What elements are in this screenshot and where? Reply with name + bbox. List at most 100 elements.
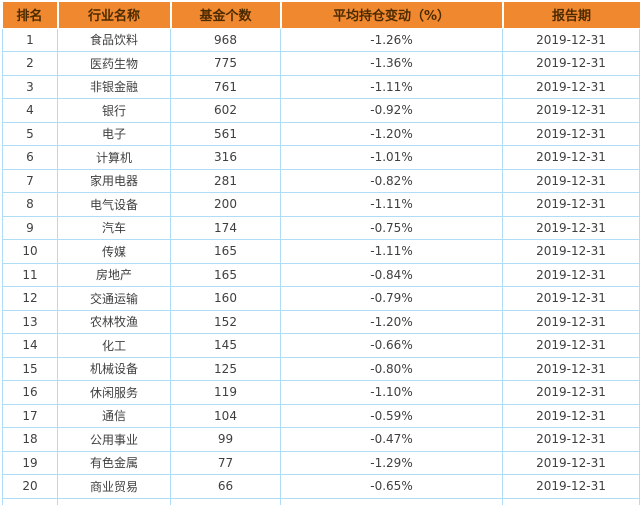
fund-count-cell: 104: [170, 403, 281, 428]
rank-cell: 16: [2, 380, 58, 405]
empty-cell: [280, 497, 503, 505]
fund-count-cell: 281: [170, 168, 281, 193]
rank-cell: 3: [2, 74, 58, 99]
avg-position-change-cell: -1.11%: [280, 192, 503, 217]
report-date-cell: 2019-12-31: [502, 474, 640, 499]
table-row: 11 房地产 165 -0.84% 2019-12-31: [2, 262, 640, 287]
industry-name-cell: 食品饮料: [57, 27, 171, 52]
report-date-cell: 2019-12-31: [502, 239, 640, 264]
industry-name-cell: 房地产: [57, 262, 171, 287]
avg-position-change-cell: -1.11%: [280, 239, 503, 264]
fund-count-cell: 119: [170, 380, 281, 405]
avg-position-change-cell: -0.65%: [280, 474, 503, 499]
industry-name-cell: 电气设备: [57, 192, 171, 217]
industry-name-cell: 公用事业: [57, 427, 171, 452]
industry-name-cell: 有色金属: [57, 450, 171, 475]
fund-count-cell: 602: [170, 98, 281, 123]
avg-position-change-cell: -0.80%: [280, 356, 503, 381]
report-date-cell: 2019-12-31: [502, 380, 640, 405]
empty-cell: [502, 497, 640, 505]
report-date-cell: 2019-12-31: [502, 427, 640, 452]
avg-position-change-cell: -1.10%: [280, 380, 503, 405]
avg-position-change-cell: -1.29%: [280, 450, 503, 475]
fund-count-cell: 968: [170, 27, 281, 52]
fund-count-cell: 145: [170, 333, 281, 358]
industry-name-cell: 通信: [57, 403, 171, 428]
report-date-cell: 2019-12-31: [502, 27, 640, 52]
industry-name-cell: 交通运输: [57, 286, 171, 311]
fund-count-cell: 125: [170, 356, 281, 381]
report-date-cell: 2019-12-31: [502, 74, 640, 99]
avg-position-change-cell: -0.47%: [280, 427, 503, 452]
rank-cell: 19: [2, 450, 58, 475]
column-header-report-date: 报告期: [501, 2, 640, 29]
fund-count-cell: 99: [170, 427, 281, 452]
table-row: 8 电气设备 200 -1.11% 2019-12-31: [2, 192, 640, 217]
table-row: 7 家用电器 281 -0.82% 2019-12-31: [2, 168, 640, 193]
empty-cell: [2, 497, 58, 505]
avg-position-change-cell: -1.20%: [280, 309, 503, 334]
rank-cell: 18: [2, 427, 58, 452]
report-date-cell: 2019-12-31: [502, 262, 640, 287]
industry-name-cell: 化工: [57, 333, 171, 358]
column-header-industry-name: 行业名称: [56, 2, 171, 29]
table-row: 15 机械设备 125 -0.80% 2019-12-31: [2, 356, 640, 381]
rank-cell: 8: [2, 192, 58, 217]
table-row: 3 非银金融 761 -1.11% 2019-12-31: [2, 74, 640, 99]
fund-count-cell: 316: [170, 145, 281, 170]
rank-cell: 14: [2, 333, 58, 358]
table-row: 12 交通运输 160 -0.79% 2019-12-31: [2, 286, 640, 311]
table-row: 19 有色金属 77 -1.29% 2019-12-31: [2, 450, 640, 475]
industry-name-cell: 电子: [57, 121, 171, 146]
report-date-cell: 2019-12-31: [502, 286, 640, 311]
report-date-cell: 2019-12-31: [502, 98, 640, 123]
rank-cell: 12: [2, 286, 58, 311]
industry-name-cell: 非银金融: [57, 74, 171, 99]
avg-position-change-cell: -0.84%: [280, 262, 503, 287]
rank-cell: 9: [2, 215, 58, 240]
report-date-cell: 2019-12-31: [502, 333, 640, 358]
table-header: 排名 行业名称 基金个数 平均持仓变动（%） 报告期: [2, 2, 640, 29]
table-row: 10 传媒 165 -1.11% 2019-12-31: [2, 239, 640, 264]
avg-position-change-cell: -1.11%: [280, 74, 503, 99]
empty-cell: [57, 497, 171, 505]
fund-count-cell: 775: [170, 51, 281, 76]
avg-position-change-cell: -0.79%: [280, 286, 503, 311]
avg-position-change-cell: -1.20%: [280, 121, 503, 146]
industry-name-cell: 计算机: [57, 145, 171, 170]
rank-cell: 20: [2, 474, 58, 499]
report-date-cell: 2019-12-31: [502, 192, 640, 217]
column-header-avg-position-change: 平均持仓变动（%）: [279, 2, 503, 29]
rank-cell: 13: [2, 309, 58, 334]
rank-cell: 7: [2, 168, 58, 193]
table-row: 6 计算机 316 -1.01% 2019-12-31: [2, 145, 640, 170]
column-header-rank: 排名: [2, 2, 58, 29]
table-row: 4 银行 602 -0.92% 2019-12-31: [2, 98, 640, 123]
table-body: 1 食品饮料 968 -1.26% 2019-12-31 2 医药生物 775 -1.36% 20…: [2, 27, 640, 505]
report-date-cell: 2019-12-31: [502, 121, 640, 146]
table-row: 13 农林牧渔 152 -1.20% 2019-12-31: [2, 309, 640, 334]
industry-name-cell: 医药生物: [57, 51, 171, 76]
partial-empty-row: [2, 497, 640, 505]
table-row: 16 休闲服务 119 -1.10% 2019-12-31: [2, 380, 640, 405]
industry-name-cell: 商业贸易: [57, 474, 171, 499]
fund-count-cell: 200: [170, 192, 281, 217]
fund-count-cell: 66: [170, 474, 281, 499]
table-row: 20 商业贸易 66 -0.65% 2019-12-31: [2, 474, 640, 499]
avg-position-change-cell: -0.82%: [280, 168, 503, 193]
table-row: 14 化工 145 -0.66% 2019-12-31: [2, 333, 640, 358]
empty-cell: [170, 497, 281, 505]
avg-position-change-cell: -1.36%: [280, 51, 503, 76]
report-date-cell: 2019-12-31: [502, 215, 640, 240]
fund-count-cell: 165: [170, 239, 281, 264]
industry-name-cell: 传媒: [57, 239, 171, 264]
report-date-cell: 2019-12-31: [502, 309, 640, 334]
rank-cell: 1: [2, 27, 58, 52]
industry-name-cell: 机械设备: [57, 356, 171, 381]
column-header-fund-count: 基金个数: [169, 2, 281, 29]
fund-count-cell: 160: [170, 286, 281, 311]
avg-position-change-cell: -1.01%: [280, 145, 503, 170]
table-row: 18 公用事业 99 -0.47% 2019-12-31: [2, 427, 640, 452]
industry-name-cell: 休闲服务: [57, 380, 171, 405]
avg-position-change-cell: -0.92%: [280, 98, 503, 123]
